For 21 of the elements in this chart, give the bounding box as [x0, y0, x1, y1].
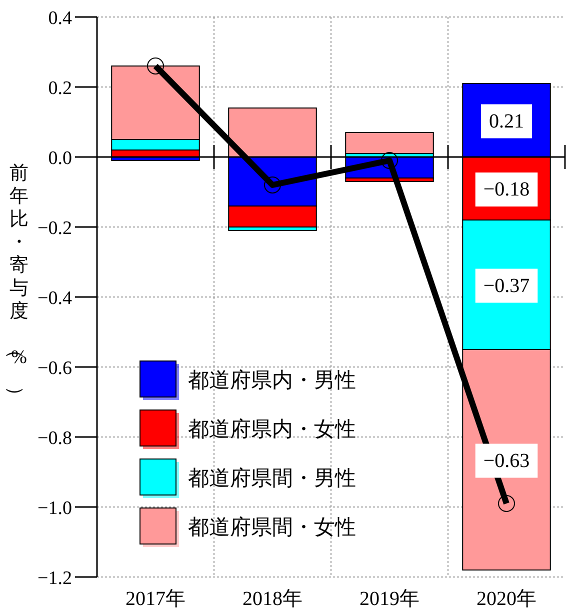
y-tick-label: 0.0	[48, 148, 72, 169]
y-tick-label: 0.2	[48, 78, 72, 99]
y-tick-label: −1.0	[38, 498, 72, 519]
data-label: −0.63	[483, 450, 530, 472]
y-tick-label: −1.2	[38, 568, 72, 589]
data-label: −0.37	[483, 274, 530, 297]
legend-label: 都道府県間・男性	[188, 466, 356, 490]
y-tick-label: −0.4	[38, 288, 72, 309]
x-tick-label: 2017年	[126, 588, 186, 610]
x-tick-label: 2020年	[476, 588, 536, 610]
x-tick-label: 2019年	[360, 588, 420, 610]
y-tick-label: −0.8	[38, 428, 72, 449]
y-tick-label: 0.4	[48, 8, 72, 29]
legend-label: 都道府県内・男性	[188, 368, 356, 392]
data-label: 0.21	[489, 110, 524, 132]
legend-label: 都道府県間・女性	[188, 515, 356, 539]
y-tick-label: −0.6	[38, 358, 72, 379]
data-label: −0.18	[483, 178, 530, 200]
x-tick-label: 2018年	[242, 588, 302, 610]
y-tick-label: −0.2	[38, 218, 72, 239]
legend-label: 都道府県内・女性	[188, 417, 356, 441]
